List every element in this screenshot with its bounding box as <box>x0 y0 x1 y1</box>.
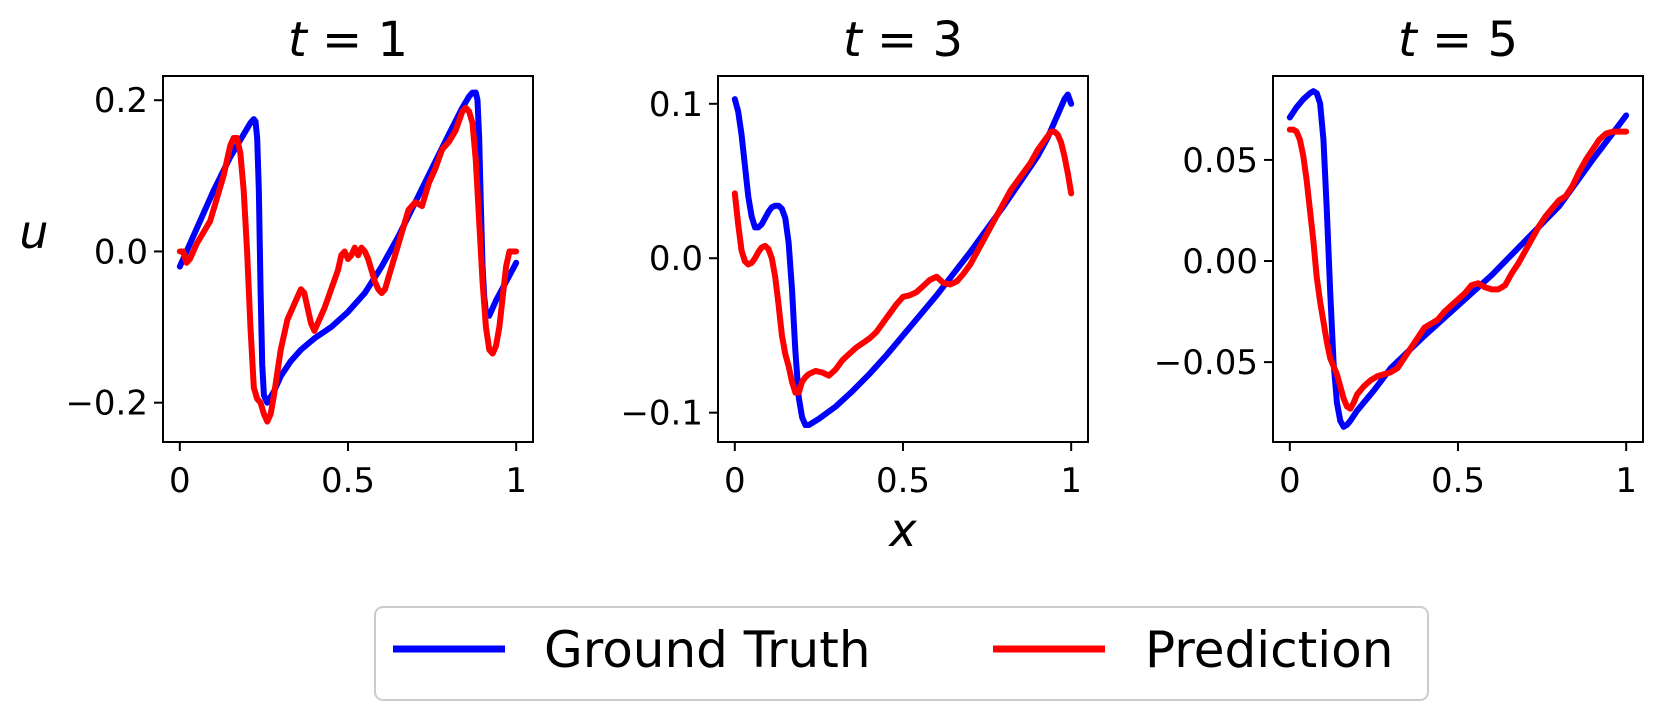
y-tick-label: 0.05 <box>1182 141 1258 181</box>
x-tick-label: 0 <box>1279 461 1301 501</box>
y-tick-label: 0.1 <box>649 85 703 125</box>
x-tick-label: 0 <box>724 461 746 501</box>
title-value: 1 <box>378 12 409 68</box>
title-equals: = <box>862 12 933 68</box>
series-line-prediction <box>731 128 1075 396</box>
series-layer <box>731 91 1075 429</box>
title-variable: t <box>288 12 309 68</box>
subplot-t1: t = 1 0 0.5 1 0.2 0.0 −0.2 u <box>19 12 534 501</box>
title-value: 5 <box>1488 12 1519 68</box>
y-axis-label: u <box>19 205 48 259</box>
legend-label-ground-truth: Ground Truth <box>544 621 871 679</box>
y-tick-label: 0.2 <box>94 81 148 121</box>
x-tick-label: 1 <box>505 461 527 501</box>
title-variable: t <box>1398 12 1419 68</box>
subplot-title: t = 1 <box>288 12 408 68</box>
subplot-title: t = 3 <box>843 12 963 68</box>
y-tick-label: −0.1 <box>620 394 703 434</box>
subplot-title: t = 5 <box>1398 12 1518 68</box>
series-layer <box>176 89 520 425</box>
title-equals: = <box>1417 12 1488 68</box>
x-tick-label: 0 <box>169 461 191 501</box>
y-tick-label: −0.05 <box>1154 343 1258 383</box>
y-tick-label: 0.0 <box>649 239 703 279</box>
x-tick-label: 1 <box>1615 461 1637 501</box>
x-tick-label: 0.5 <box>876 461 930 501</box>
series-line-ground-truth <box>731 91 1075 429</box>
subplot-t3: t = 3 0 0.5 1 0.1 0.0 −0.1 x <box>620 12 1089 557</box>
title-equals: = <box>307 12 378 68</box>
title-value: 3 <box>933 12 964 68</box>
legend-box <box>374 606 1429 701</box>
tick-layer: 0 0.5 1 0.05 0.00 −0.05 <box>1154 141 1637 501</box>
y-tick-label: 0.00 <box>1182 242 1258 282</box>
legend: Ground Truth Prediction <box>374 606 1429 701</box>
x-axis-label: x <box>887 503 917 557</box>
y-tick-label: −0.2 <box>65 384 148 424</box>
series-line-prediction <box>1286 126 1630 412</box>
tick-layer: 0 0.5 1 0.2 0.0 −0.2 <box>65 81 527 501</box>
series-line-ground-truth <box>1286 88 1630 430</box>
x-tick-label: 1 <box>1060 461 1082 501</box>
x-tick-label: 0.5 <box>1431 461 1485 501</box>
subplot-t5: t = 5 0 0.5 1 0.05 0.00 −0.05 <box>1154 12 1644 501</box>
series-layer <box>1286 88 1630 430</box>
title-variable: t <box>843 12 864 68</box>
series-line-prediction <box>176 104 520 425</box>
x-tick-label: 0.5 <box>321 461 375 501</box>
tick-layer: 0 0.5 1 0.1 0.0 −0.1 <box>620 85 1082 501</box>
legend-label-prediction: Prediction <box>1145 621 1393 679</box>
y-tick-label: 0.0 <box>94 232 148 272</box>
